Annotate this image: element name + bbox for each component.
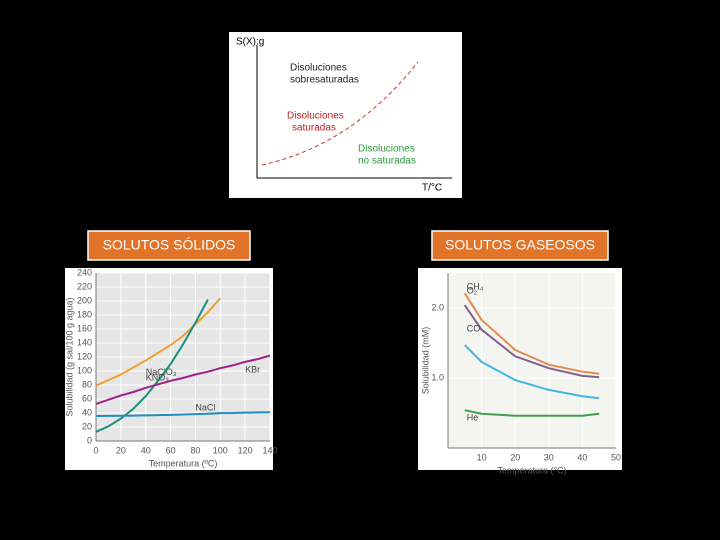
y-tick-label: 20 [82, 421, 92, 431]
region-label: Disoluciones [287, 111, 344, 122]
x-tick-label: 40 [577, 452, 587, 462]
x-tick-label: 20 [510, 452, 520, 462]
y-tick-label: 2.0 [431, 302, 444, 312]
region-label: sobresaturadas [290, 75, 359, 86]
series-line [95, 299, 209, 433]
region-label: Disoluciones [290, 63, 347, 74]
series-label: CO [467, 323, 481, 333]
series-label: NaClO₃ [146, 367, 177, 377]
y-tick-label: 0 [87, 435, 92, 445]
y-tick-label: 120 [77, 351, 92, 361]
x-tick-label: 80 [190, 445, 200, 455]
x-tick-label: 40 [141, 445, 151, 455]
region-label: Disoluciones [358, 144, 415, 155]
series-label: KBr [245, 364, 260, 374]
series-line [95, 354, 271, 405]
y-tick-label: 200 [77, 295, 92, 305]
series-line [463, 304, 600, 379]
x-tick-label: 20 [116, 445, 126, 455]
plot-area [448, 273, 616, 448]
x-tick-label: 10 [477, 452, 487, 462]
section-label: SOLUTOS SÓLIDOS [103, 237, 236, 253]
series-line [464, 344, 600, 400]
x-tick-label: 30 [544, 452, 554, 462]
y-tick-label: 1.0 [431, 372, 444, 382]
region-label: no saturadas [358, 156, 416, 167]
series-label: CH₄ [467, 282, 484, 292]
x-axis-label: Temperatura (°C) [497, 465, 566, 475]
diagram-x-label: T/°C [422, 183, 442, 194]
series-line [95, 411, 271, 417]
series-label: KNO₃ [146, 373, 170, 383]
series-label: NaCl [195, 402, 215, 412]
x-tick-label: 100 [213, 445, 228, 455]
y-tick-label: 100 [77, 365, 92, 375]
y-axis-label: Solubilidad (mM) [420, 327, 430, 395]
section-label: SOLUTOS GASEOSOS [445, 237, 595, 253]
y-tick-label: 60 [82, 393, 92, 403]
series-line [464, 409, 600, 417]
diagram-panel [229, 32, 462, 198]
y-tick-label: 140 [77, 337, 92, 347]
x-tick-label: 50 [611, 452, 621, 462]
series-line [463, 292, 600, 375]
y-axis-label: Solubilidad (g sal/100 g agua) [64, 297, 74, 416]
series-line [95, 297, 222, 387]
label-box [87, 230, 251, 261]
x-tick-label: 60 [166, 445, 176, 455]
y-tick-label: 40 [82, 407, 92, 417]
saturation-curve [261, 61, 419, 166]
region-label: saturadas [292, 123, 336, 134]
y-tick-label: 80 [82, 379, 92, 389]
y-tick-label: 160 [77, 323, 92, 333]
x-axis-label: Temperatura (ºC) [149, 458, 218, 468]
x-tick-label: 0 [93, 445, 98, 455]
label-box [431, 230, 609, 261]
y-tick-label: 220 [77, 281, 92, 291]
x-tick-label: 140 [262, 445, 277, 455]
y-tick-label: 180 [77, 309, 92, 319]
y-tick-label: 240 [77, 267, 92, 277]
x-tick-label: 120 [238, 445, 253, 455]
series-label: O₂ [467, 286, 478, 296]
diagram-y-label: S(X):g [236, 37, 264, 48]
series-label: He [467, 413, 479, 423]
